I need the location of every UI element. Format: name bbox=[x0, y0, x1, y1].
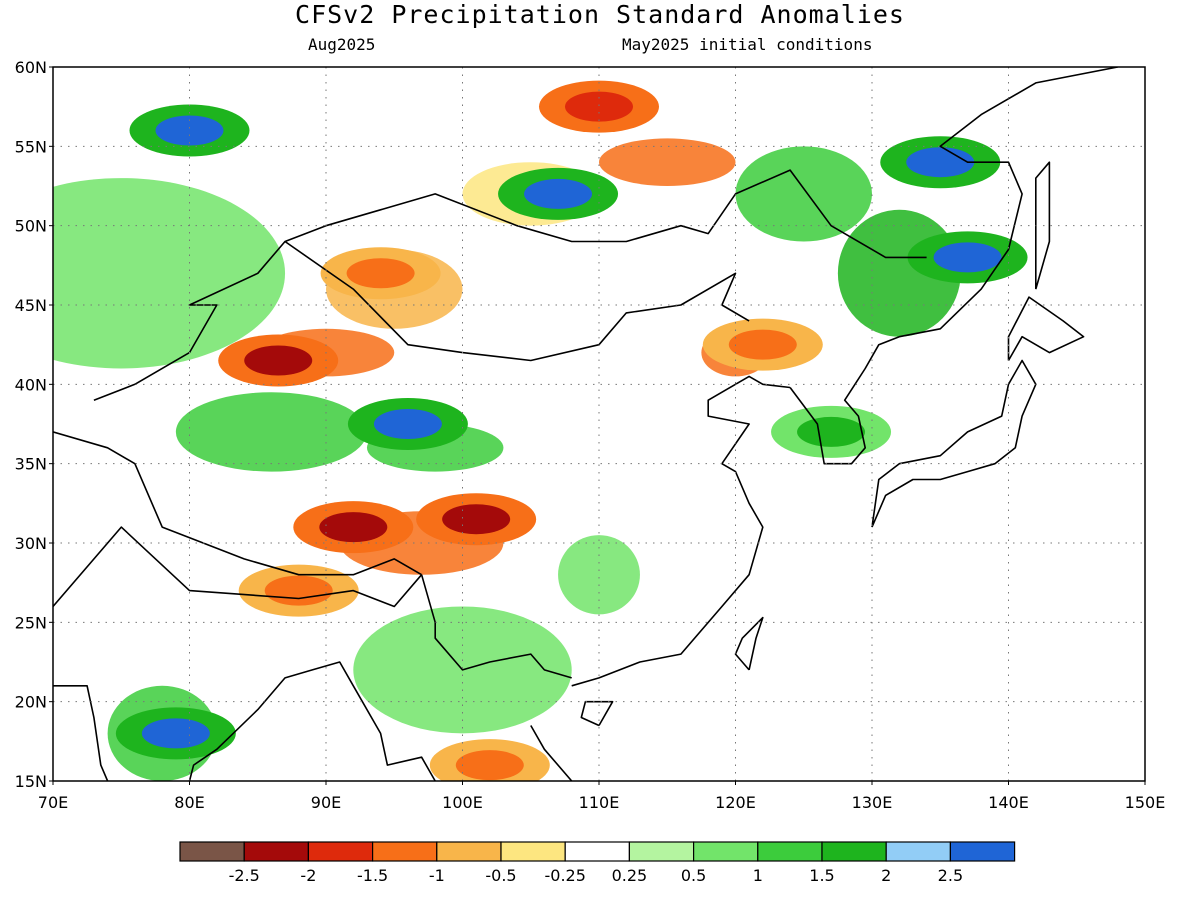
map-title: CFSv2 Precipitation Standard Anomalies bbox=[295, 0, 905, 29]
initial-conditions-label: May2025 initial conditions bbox=[622, 35, 873, 54]
anomaly-core bbox=[346, 258, 415, 289]
coastline bbox=[53, 526, 423, 608]
colorbar-swatch bbox=[628, 841, 695, 862]
colorbar-label: -1.5 bbox=[357, 866, 388, 885]
axis-labels: 70E 80E 90E 100E 110E 120E 130E 140E 150E 15N 20N 2… bbox=[15, 58, 1166, 812]
coastline bbox=[580, 700, 614, 727]
anomaly-patch bbox=[175, 392, 367, 472]
anomaly-core bbox=[373, 409, 442, 439]
colorbar-label: 2.5 bbox=[938, 866, 963, 885]
coastline bbox=[734, 616, 764, 671]
anomaly-core bbox=[319, 512, 388, 543]
colorbar: -2.5 -2 -1.5 -1 -0.5 -0.25 0.25 0.5 1 1.5 2 2.5 bbox=[179, 841, 1016, 885]
coastline bbox=[1035, 161, 1051, 290]
anomaly-core bbox=[524, 178, 593, 209]
colorbar-label: -1 bbox=[429, 866, 445, 885]
lon-tick-label: 110E bbox=[579, 793, 620, 812]
colorbar-swatch bbox=[692, 841, 759, 862]
anomaly-core bbox=[906, 147, 975, 178]
anomaly-core bbox=[442, 504, 511, 535]
colorbar-swatch bbox=[757, 841, 823, 862]
lat-tick-label: 55N bbox=[15, 137, 47, 156]
coastline bbox=[420, 574, 572, 679]
colorbar-swatch bbox=[500, 841, 566, 862]
anomaly-core bbox=[155, 115, 224, 146]
anomaly-core bbox=[797, 416, 866, 447]
colorbar-label: 0.5 bbox=[681, 866, 706, 885]
colorbar-swatch bbox=[307, 841, 374, 862]
coastline bbox=[571, 375, 791, 687]
colorbar-swatch bbox=[564, 841, 631, 862]
coastline bbox=[1007, 296, 1085, 361]
lon-tick-label: 120E bbox=[715, 793, 756, 812]
lon-tick-label: 140E bbox=[988, 793, 1029, 812]
lat-tick-label: 40N bbox=[15, 375, 47, 394]
colorbar-swatch bbox=[179, 841, 245, 862]
lon-tick-label: 100E bbox=[442, 793, 483, 812]
colorbar-label: -2 bbox=[300, 866, 316, 885]
lat-tick-label: 35N bbox=[15, 455, 47, 474]
coastline bbox=[93, 169, 927, 401]
coastline bbox=[188, 661, 436, 781]
coastlines-and-borders bbox=[53, 67, 1118, 781]
colorbar-swatch bbox=[436, 841, 502, 862]
lat-tick-label: 15N bbox=[15, 772, 47, 791]
colorbar-label: 0.25 bbox=[612, 866, 648, 885]
colorbar-label: 1 bbox=[753, 866, 763, 885]
lat-tick-label: 25N bbox=[15, 613, 47, 632]
coastline bbox=[53, 685, 109, 781]
colorbar-swatch bbox=[885, 841, 952, 862]
colorbar-swatch bbox=[821, 841, 887, 862]
colorbar-swatch bbox=[243, 841, 309, 862]
colorbar-label: 2 bbox=[881, 866, 891, 885]
anomaly-patch bbox=[599, 138, 736, 186]
lon-tick-label: 80E bbox=[174, 793, 204, 812]
lon-tick-label: 70E bbox=[38, 793, 68, 812]
colorbar-label: 1.5 bbox=[809, 866, 834, 885]
anomaly-core bbox=[264, 575, 333, 606]
lat-tick-label: 20N bbox=[15, 693, 47, 712]
valid-month-label: Aug2025 bbox=[308, 35, 376, 54]
anomaly-patch bbox=[735, 146, 872, 242]
anomaly-patch bbox=[53, 178, 286, 369]
anomaly-core bbox=[244, 345, 313, 376]
anomaly-core bbox=[455, 750, 524, 781]
colorbar-label: -0.25 bbox=[544, 866, 585, 885]
colorbar-swatch bbox=[949, 841, 1016, 862]
anomaly-core bbox=[728, 329, 797, 360]
colorbar-label: -0.5 bbox=[485, 866, 516, 885]
lat-tick-label: 50N bbox=[15, 217, 47, 236]
coastline bbox=[530, 725, 573, 781]
lon-tick-label: 150E bbox=[1125, 793, 1166, 812]
lon-tick-label: 130E bbox=[852, 793, 893, 812]
colorbar-label: -2.5 bbox=[229, 866, 260, 885]
lat-tick-label: 30N bbox=[15, 534, 47, 553]
lat-tick-label: 45N bbox=[15, 296, 47, 315]
coastline bbox=[53, 431, 423, 576]
coastline bbox=[789, 67, 1118, 465]
lat-tick-label: 60N bbox=[15, 58, 47, 77]
anomaly-core bbox=[141, 718, 210, 749]
anomaly-patch bbox=[558, 535, 640, 615]
lon-tick-label: 90E bbox=[311, 793, 341, 812]
anomaly-core bbox=[933, 242, 1002, 273]
anomaly-core bbox=[565, 91, 633, 122]
colorbar-swatch bbox=[372, 841, 438, 862]
